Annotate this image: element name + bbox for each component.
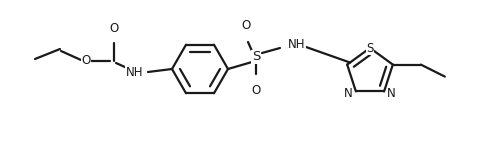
Text: S: S	[366, 41, 374, 54]
Text: O: O	[82, 54, 91, 68]
Text: N: N	[387, 87, 396, 100]
Text: O: O	[241, 19, 251, 32]
Text: O: O	[252, 84, 261, 97]
Text: S: S	[252, 51, 260, 64]
Text: NH: NH	[288, 38, 305, 52]
Text: NH: NH	[125, 67, 143, 79]
Text: O: O	[109, 22, 119, 35]
Text: N: N	[344, 87, 353, 100]
